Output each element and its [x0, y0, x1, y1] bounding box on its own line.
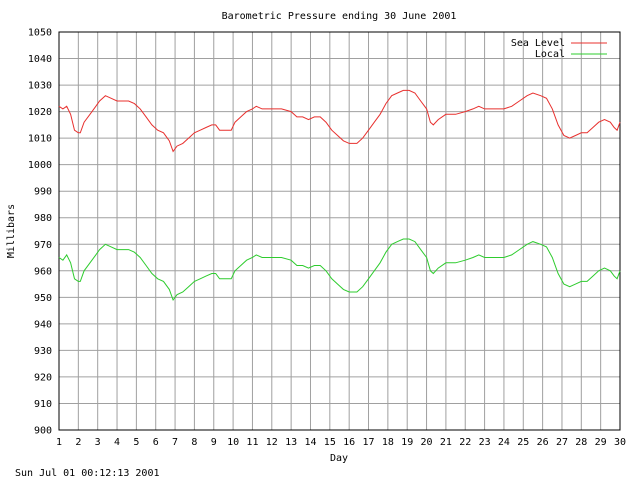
chart-title: Barometric Pressure ending 30 June 2001	[222, 11, 457, 22]
x-tick-label: 8	[191, 437, 197, 448]
y-tick-label: 1030	[28, 81, 52, 92]
y-tick-label: 960	[34, 266, 52, 277]
legend-label-local: Local	[535, 49, 565, 60]
x-tick-label: 12	[266, 437, 278, 448]
x-tick-label: 16	[343, 437, 355, 448]
x-tick-label: 10	[227, 437, 239, 448]
plot-frame	[58, 31, 621, 431]
y-tick-label: 970	[34, 240, 52, 251]
y-tick-label: 990	[34, 187, 52, 198]
y-tick-label: 910	[34, 399, 52, 410]
y-tick-label: 1020	[28, 107, 52, 118]
x-tick-label: 14	[304, 437, 316, 448]
x-tick-label: 15	[324, 437, 336, 448]
x-tick-label: 18	[382, 437, 394, 448]
x-tick-label: 23	[479, 437, 491, 448]
x-tick-label: 20	[421, 437, 433, 448]
x-tick-label: 7	[172, 437, 178, 448]
x-tick-label: 5	[133, 437, 139, 448]
y-tick-label: 1010	[28, 134, 52, 145]
x-axis-label: Day	[330, 453, 348, 464]
x-tick-label: 22	[459, 437, 471, 448]
x-tick-label: 21	[440, 437, 452, 448]
series-line-sea-level	[58, 89, 621, 153]
grid	[59, 32, 620, 430]
x-tick-label: 1	[56, 437, 62, 448]
legend: Sea Level Local	[511, 38, 607, 60]
x-tick-label: 9	[211, 437, 217, 448]
x-tick-label: 29	[595, 437, 607, 448]
y-tick-label: 980	[34, 213, 52, 224]
x-tick-label: 4	[114, 437, 120, 448]
series-line-local	[58, 238, 621, 302]
y-tick-label: 940	[34, 319, 52, 330]
x-tick-label: 26	[537, 437, 549, 448]
footer-timestamp: Sun Jul 01 00:12:13 2001	[15, 468, 160, 479]
y-tick-label: 1000	[28, 160, 52, 171]
x-tick-label: 30	[614, 437, 626, 448]
x-tick-label: 2	[75, 437, 81, 448]
x-axis-ticks: 1 2 3 4 5 6 7 8 9 10 11 12 13 14 15 16 17 18 19 20 21 22 23 24 2…	[56, 437, 626, 448]
y-tick-label: 950	[34, 293, 52, 304]
y-tick-label: 920	[34, 372, 52, 383]
x-tick-label: 19	[401, 437, 413, 448]
x-tick-label: 11	[246, 437, 258, 448]
x-tick-label: 24	[498, 437, 510, 448]
y-tick-label: 930	[34, 346, 52, 357]
x-tick-label: 17	[362, 437, 374, 448]
y-tick-label: 1040	[28, 54, 52, 65]
x-tick-label: 25	[517, 437, 529, 448]
x-tick-label: 13	[285, 437, 297, 448]
series-lines	[58, 89, 621, 302]
x-tick-label: 3	[95, 437, 101, 448]
y-axis-ticks: 900 910 920 930 940 950 960 970 980 990 1000 1010 10…	[28, 28, 52, 437]
x-tick-label: 28	[575, 437, 587, 448]
x-tick-label: 27	[556, 437, 568, 448]
legend-label-sea-level: Sea Level	[511, 38, 565, 49]
y-axis-label: Millibars	[6, 204, 17, 258]
y-tick-label: 900	[34, 426, 52, 437]
y-tick-label: 1050	[28, 28, 52, 39]
x-tick-label: 6	[153, 437, 159, 448]
